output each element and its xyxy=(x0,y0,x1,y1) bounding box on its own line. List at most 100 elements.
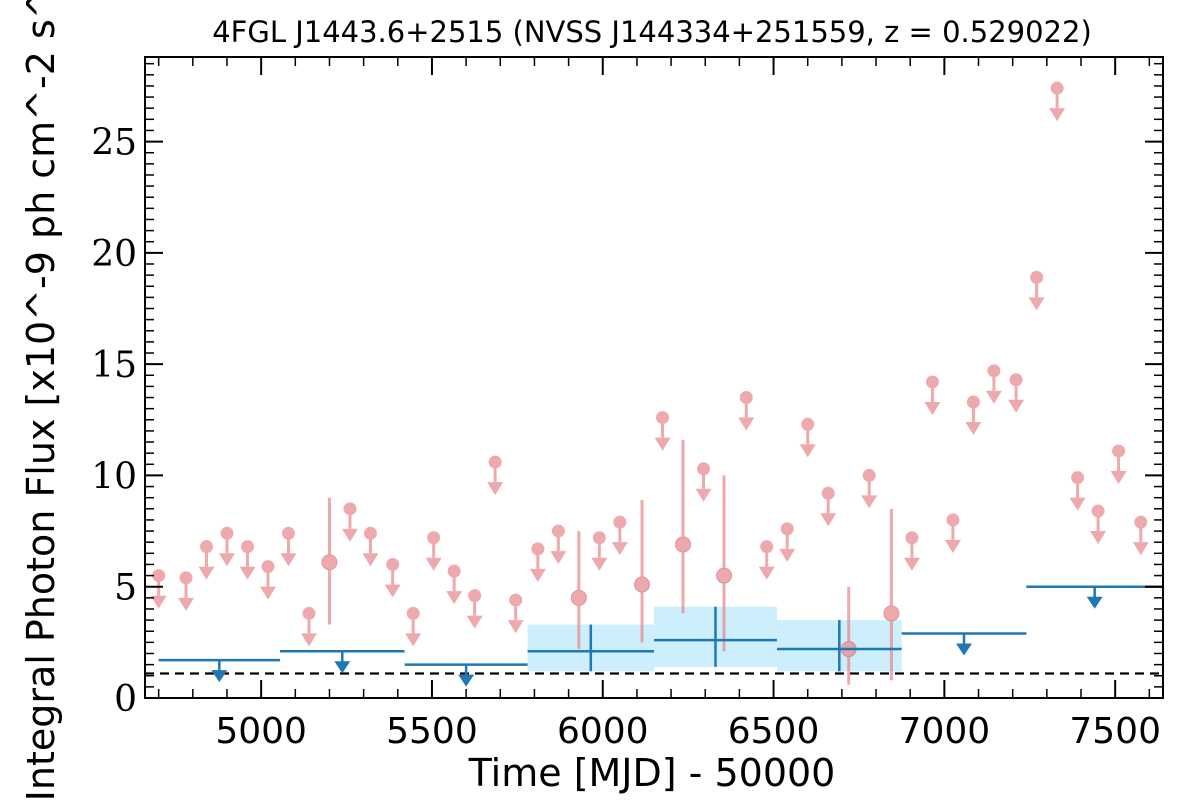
long-bin-ul-arrowhead xyxy=(458,674,475,687)
upper-limit-marker xyxy=(300,606,317,647)
upper-limit-arrowhead xyxy=(1049,108,1066,122)
upper-limit-point xyxy=(905,531,919,545)
x-tick-label: 6500 xyxy=(728,711,820,752)
upper-limit-arrowhead xyxy=(738,417,755,431)
upper-limit-marker xyxy=(799,417,816,458)
upper-limit-arrowhead xyxy=(384,584,401,598)
upper-limit-arrowhead xyxy=(177,597,194,611)
upper-limit-marker xyxy=(965,395,982,435)
upper-limit-arrowhead xyxy=(300,633,317,647)
upper-limit-point xyxy=(1030,270,1044,284)
upper-limit-marker xyxy=(425,531,442,571)
upper-limit-arrowhead xyxy=(861,495,878,509)
data-point-marker xyxy=(675,536,692,553)
upper-limit-point xyxy=(780,522,794,536)
upper-limit-marker xyxy=(654,411,671,451)
upper-limit-marker xyxy=(738,391,755,431)
upper-limit-arrowhead xyxy=(341,528,358,542)
upper-limit-point xyxy=(551,524,565,538)
upper-limit-point xyxy=(760,540,774,554)
upper-limit-marker xyxy=(177,571,194,611)
data-point xyxy=(570,531,587,650)
upper-limit-arrowhead xyxy=(487,482,504,496)
upper-limit-arrowhead xyxy=(1110,470,1127,484)
upper-limit-point xyxy=(1134,515,1148,529)
upper-limit-point xyxy=(821,486,835,500)
upper-limit-arrowhead xyxy=(239,566,256,580)
upper-limit-point xyxy=(862,468,876,482)
upper-limit-point xyxy=(925,375,939,389)
upper-limit-marker xyxy=(820,486,837,527)
data-point-marker xyxy=(883,605,900,622)
upper-limit-marker xyxy=(362,526,379,567)
x-axis-label: Time [MJD] - 50000 xyxy=(468,751,836,795)
upper-limit-point xyxy=(697,462,711,476)
upper-limit-marker xyxy=(239,540,256,580)
upper-limit-marker xyxy=(446,564,463,605)
upper-limit-marker xyxy=(1008,373,1025,413)
upper-limit-marker xyxy=(924,375,941,415)
upper-limit-arrowhead xyxy=(695,488,712,502)
upper-limit-marker xyxy=(861,468,878,509)
upper-limit-point xyxy=(179,571,193,585)
upper-limit-point xyxy=(281,526,295,540)
upper-limit-marker xyxy=(280,526,297,567)
long-bin-ul-arrowhead xyxy=(956,643,973,656)
upper-limit-point xyxy=(447,564,461,578)
upper-limit-arrowhead xyxy=(654,437,671,451)
upper-limit-point xyxy=(1071,471,1085,485)
upper-limit-marker xyxy=(150,569,167,609)
upper-limit-point xyxy=(1112,444,1126,458)
y-tick-label: 20 xyxy=(91,234,137,275)
x-tick-label: 5500 xyxy=(386,711,478,752)
upper-limit-arrowhead xyxy=(198,566,215,580)
upper-limit-arrowhead xyxy=(507,620,524,634)
data-point-marker xyxy=(321,554,338,571)
upper-limit-point xyxy=(592,531,606,545)
upper-limit-point xyxy=(152,569,166,583)
upper-limit-arrowhead xyxy=(903,557,920,571)
long-bin-ul-arrowhead xyxy=(1086,596,1103,609)
upper-limit-point xyxy=(220,526,234,540)
x-tick-label: 7500 xyxy=(1069,711,1161,752)
upper-limit-marker xyxy=(384,557,401,598)
upper-limit-point xyxy=(427,531,441,545)
y-tick-label: 15 xyxy=(91,345,137,386)
data-point xyxy=(883,508,900,681)
upper-limit-arrowhead xyxy=(611,542,628,556)
upper-limit-arrowhead xyxy=(150,595,167,609)
y-tick-label: 0 xyxy=(114,679,137,720)
upper-limit-arrowhead xyxy=(425,557,442,571)
upper-limit-marker xyxy=(507,593,524,634)
x-tick-label: 6000 xyxy=(557,711,649,752)
upper-limit-point xyxy=(801,417,815,431)
upper-limit-arrowhead xyxy=(362,553,379,567)
long-bin-ul-arrowhead xyxy=(211,670,228,683)
upper-limit-point xyxy=(406,606,420,620)
upper-limit-arrowhead xyxy=(529,568,546,582)
upper-limit-point xyxy=(739,391,753,405)
upper-limit-marker xyxy=(218,526,235,567)
upper-limit-point xyxy=(987,364,1001,378)
upper-limit-arrowhead xyxy=(779,548,796,562)
upper-limit-point xyxy=(488,455,502,469)
upper-limit-arrowhead xyxy=(591,557,608,571)
upper-limit-marker xyxy=(1132,515,1149,556)
upper-limit-arrowhead xyxy=(820,513,837,527)
data-point xyxy=(675,439,692,614)
upper-limit-arrowhead xyxy=(944,539,961,553)
upper-limit-arrowhead xyxy=(965,421,982,435)
upper-limit-point xyxy=(1009,373,1023,387)
y-tick-label: 25 xyxy=(91,123,137,164)
upper-limit-marker xyxy=(611,515,628,556)
upper-limit-point xyxy=(1091,504,1105,518)
upper-limit-marker xyxy=(1028,270,1045,311)
upper-limit-arrowhead xyxy=(799,444,816,458)
upper-limit-arrowhead xyxy=(1132,542,1149,556)
upper-limit-marker xyxy=(341,502,358,542)
upper-limit-point xyxy=(302,606,316,620)
data-point xyxy=(321,497,338,625)
upper-limit-point xyxy=(343,502,357,516)
upper-limit-marker xyxy=(529,542,546,582)
upper-limit-arrowhead xyxy=(1028,297,1045,311)
